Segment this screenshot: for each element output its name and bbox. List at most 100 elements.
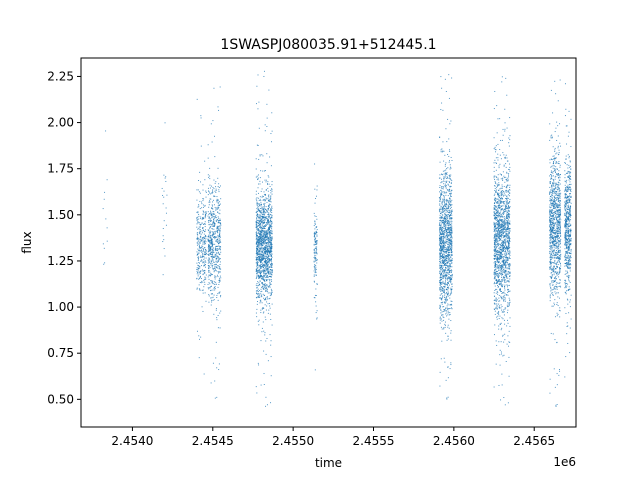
data-point bbox=[209, 246, 211, 248]
data-point bbox=[262, 252, 264, 254]
data-point bbox=[450, 364, 452, 366]
data-point bbox=[267, 195, 269, 197]
data-point bbox=[261, 239, 263, 241]
data-point bbox=[440, 318, 442, 320]
data-point bbox=[493, 207, 495, 209]
data-point bbox=[256, 245, 258, 247]
data-point bbox=[211, 251, 213, 253]
data-point bbox=[441, 289, 443, 291]
data-point bbox=[212, 253, 214, 255]
data-point bbox=[257, 215, 259, 217]
data-point bbox=[259, 223, 261, 225]
data-point bbox=[449, 267, 451, 269]
data-point bbox=[439, 219, 441, 221]
data-point bbox=[440, 272, 442, 274]
data-point bbox=[442, 259, 444, 261]
data-point bbox=[438, 209, 440, 211]
data-point bbox=[445, 240, 447, 242]
data-point bbox=[451, 248, 453, 250]
data-point bbox=[266, 285, 268, 287]
data-point bbox=[202, 256, 204, 258]
data-point bbox=[202, 213, 204, 215]
data-point bbox=[255, 268, 257, 270]
data-point bbox=[209, 184, 211, 186]
data-point bbox=[267, 218, 269, 220]
data-point bbox=[258, 293, 260, 295]
data-point bbox=[503, 211, 505, 213]
data-point bbox=[258, 256, 260, 258]
data-point bbox=[499, 228, 501, 230]
data-point bbox=[197, 211, 199, 213]
data-point bbox=[449, 212, 451, 214]
data-point bbox=[202, 242, 204, 244]
data-point bbox=[257, 257, 259, 259]
data-point bbox=[502, 134, 504, 136]
data-point bbox=[439, 243, 441, 245]
data-point bbox=[507, 225, 509, 227]
data-point bbox=[214, 243, 216, 245]
data-point bbox=[216, 239, 218, 241]
data-point bbox=[265, 237, 267, 239]
data-point bbox=[443, 251, 445, 253]
data-point bbox=[449, 313, 451, 315]
data-point bbox=[214, 195, 216, 197]
data-point bbox=[269, 230, 271, 232]
data-point bbox=[500, 202, 502, 204]
data-point bbox=[505, 258, 507, 260]
data-point bbox=[439, 248, 441, 250]
data-point bbox=[198, 245, 200, 247]
data-point bbox=[505, 216, 507, 218]
data-point bbox=[504, 270, 506, 272]
data-point bbox=[440, 309, 442, 311]
data-point bbox=[266, 279, 268, 281]
data-point bbox=[205, 191, 207, 193]
data-point bbox=[447, 303, 449, 305]
data-point bbox=[208, 231, 210, 233]
data-point bbox=[439, 294, 441, 296]
data-point bbox=[269, 237, 271, 239]
data-point bbox=[255, 256, 257, 258]
data-point bbox=[495, 240, 497, 242]
data-point bbox=[451, 278, 453, 280]
data-point bbox=[497, 223, 499, 225]
data-point bbox=[451, 222, 453, 224]
data-point bbox=[256, 263, 258, 265]
data-point bbox=[448, 292, 450, 294]
data-point bbox=[260, 244, 262, 246]
data-point bbox=[208, 254, 210, 256]
data-point bbox=[502, 205, 504, 207]
data-point bbox=[219, 235, 221, 237]
data-point bbox=[439, 307, 441, 309]
data-point bbox=[508, 174, 510, 176]
data-point bbox=[268, 240, 270, 242]
data-point bbox=[441, 245, 443, 247]
data-point bbox=[202, 237, 204, 239]
data-point bbox=[261, 231, 263, 233]
data-point bbox=[269, 272, 271, 274]
data-point bbox=[500, 174, 502, 176]
data-point bbox=[219, 253, 221, 255]
data-point bbox=[449, 269, 451, 271]
data-point bbox=[494, 148, 496, 150]
data-point bbox=[449, 160, 451, 162]
data-point bbox=[269, 217, 271, 219]
data-point bbox=[443, 233, 445, 235]
data-point bbox=[440, 312, 442, 314]
data-point bbox=[201, 207, 203, 209]
data-point bbox=[504, 255, 506, 257]
data-point bbox=[438, 225, 440, 227]
data-point bbox=[443, 196, 445, 198]
data-point bbox=[441, 269, 443, 271]
data-point bbox=[198, 227, 200, 229]
data-point bbox=[256, 220, 258, 222]
data-point bbox=[263, 206, 265, 208]
data-point bbox=[451, 292, 453, 294]
data-point bbox=[197, 275, 199, 277]
data-point bbox=[262, 233, 264, 235]
data-point bbox=[495, 228, 497, 230]
data-point bbox=[447, 217, 449, 219]
data-point bbox=[263, 350, 265, 352]
data-point bbox=[271, 290, 273, 292]
data-point bbox=[499, 246, 501, 248]
data-point bbox=[500, 290, 502, 292]
